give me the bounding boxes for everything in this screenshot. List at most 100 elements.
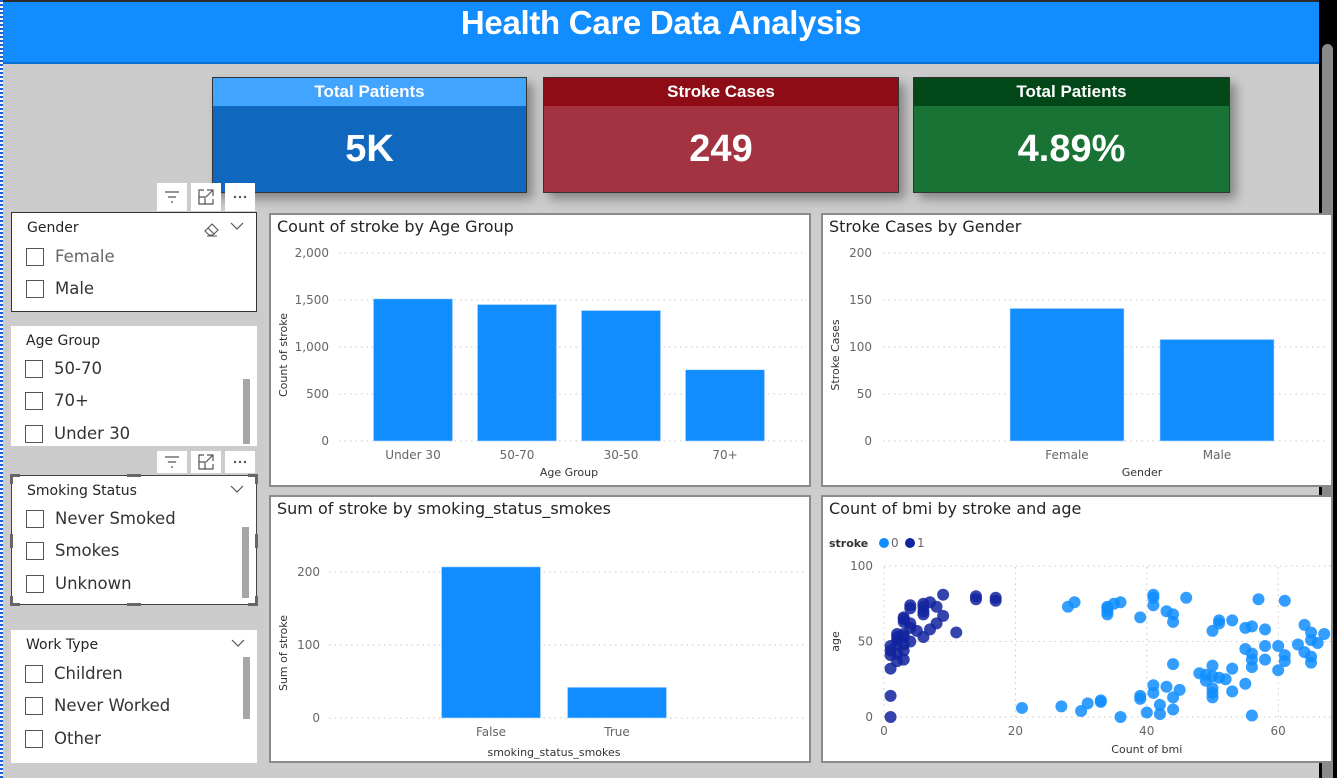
slicer-item[interactable]: 70+: [25, 391, 89, 410]
scatter-point[interactable]: [1167, 615, 1180, 628]
scatter-point[interactable]: [1140, 706, 1153, 719]
scatter-point[interactable]: [989, 591, 1002, 604]
resize-handle[interactable]: [255, 534, 258, 548]
kpi-card-stroke-rate[interactable]: Total Patients 4.89%: [913, 77, 1230, 193]
scatter-point[interactable]: [1252, 593, 1265, 606]
scatter-point[interactable]: [1318, 627, 1331, 640]
scatter-point[interactable]: [1134, 611, 1147, 624]
slicer-item[interactable]: Never Smoked: [26, 509, 176, 528]
focus-mode-button[interactable]: [191, 451, 221, 473]
chevron-down-icon[interactable]: [230, 484, 244, 494]
scatter-point[interactable]: [1226, 685, 1239, 698]
chart-stroke-by-smoking[interactable]: Sum of stroke by smoking_status_smokes 0…: [269, 495, 811, 763]
slicer-item[interactable]: Female: [26, 247, 115, 266]
bar[interactable]: [441, 566, 541, 719]
scatter-point[interactable]: [1114, 711, 1127, 723]
more-options-button[interactable]: [225, 451, 255, 473]
bar[interactable]: [477, 304, 557, 442]
bar[interactable]: [1159, 339, 1275, 442]
scatter-point[interactable]: [897, 653, 910, 666]
resize-handle[interactable]: [255, 596, 258, 606]
slicer-item[interactable]: Other: [25, 729, 101, 748]
resize-handle[interactable]: [10, 534, 13, 548]
filter-button[interactable]: [157, 451, 187, 473]
slicer-scrollbar[interactable]: [243, 657, 250, 719]
scatter-point[interactable]: [904, 599, 917, 612]
checkbox[interactable]: [25, 729, 43, 748]
bar[interactable]: [581, 310, 661, 442]
checkbox[interactable]: [26, 509, 44, 528]
chart-stroke-by-age-group[interactable]: Count of stroke by Age Group 0 500 1,000 1,…: [269, 213, 811, 487]
scatter-point[interactable]: [1311, 637, 1324, 650]
checkbox[interactable]: [25, 696, 43, 715]
scatter-point[interactable]: [1272, 664, 1285, 677]
slicer-item[interactable]: Under 30: [25, 424, 130, 443]
bar[interactable]: [1009, 308, 1125, 442]
scatter-point[interactable]: [937, 609, 950, 622]
checkbox[interactable]: [25, 359, 43, 378]
slicer-item[interactable]: Children: [25, 664, 123, 683]
scatter-point[interactable]: [1167, 658, 1180, 671]
resize-handle[interactable]: [10, 474, 20, 477]
checkbox[interactable]: [25, 664, 43, 683]
scatter-point[interactable]: [1259, 653, 1272, 666]
scatter-point[interactable]: [1114, 596, 1127, 609]
slicer-item[interactable]: Unknown: [26, 574, 132, 593]
scatter-point[interactable]: [1278, 655, 1291, 668]
resize-handle[interactable]: [127, 603, 141, 606]
kpi-card-total-patients[interactable]: Total Patients 5K: [212, 77, 527, 193]
resize-handle[interactable]: [10, 474, 13, 484]
scatter-point[interactable]: [937, 588, 950, 601]
scatter-point[interactable]: [1245, 620, 1258, 633]
scatter-point[interactable]: [1206, 659, 1219, 672]
resize-handle[interactable]: [10, 603, 20, 606]
scatter-point[interactable]: [1015, 701, 1028, 714]
scatter-point[interactable]: [1259, 640, 1272, 653]
scatter-point[interactable]: [884, 689, 897, 702]
filter-button[interactable]: [157, 183, 187, 211]
scatter-point[interactable]: [1245, 661, 1258, 674]
resize-handle[interactable]: [255, 474, 258, 484]
checkbox[interactable]: [26, 279, 44, 298]
scatter-point[interactable]: [1226, 662, 1239, 675]
chevron-down-icon[interactable]: [231, 638, 245, 648]
scatter-point[interactable]: [1134, 689, 1147, 702]
chart-bmi-by-stroke-and-age[interactable]: Count of bmi by stroke and age stroke 0 1 0…: [821, 495, 1331, 763]
resize-handle[interactable]: [10, 596, 13, 606]
scatter-point[interactable]: [1147, 599, 1160, 612]
bar[interactable]: [373, 298, 453, 442]
checkbox[interactable]: [26, 541, 44, 560]
focus-mode-button[interactable]: [191, 183, 221, 211]
scatter-point[interactable]: [1245, 709, 1258, 722]
checkbox[interactable]: [26, 247, 44, 266]
scatter-point[interactable]: [1180, 591, 1193, 604]
scatter-point[interactable]: [1160, 680, 1173, 693]
scatter-point[interactable]: [1213, 617, 1226, 630]
scatter-point[interactable]: [1272, 640, 1285, 653]
checkbox[interactable]: [25, 391, 43, 410]
scatter-point[interactable]: [930, 600, 943, 613]
scatter-point[interactable]: [1153, 698, 1166, 711]
clear-selections-icon[interactable]: [202, 221, 220, 237]
resize-handle[interactable]: [127, 474, 141, 477]
scatter-point[interactable]: [1153, 707, 1166, 720]
slicer-item[interactable]: 50-70: [25, 359, 102, 378]
checkbox[interactable]: [25, 424, 43, 443]
chevron-down-icon[interactable]: [230, 221, 244, 231]
resize-handle[interactable]: [248, 474, 258, 477]
bar[interactable]: [567, 687, 667, 719]
resize-handle[interactable]: [248, 603, 258, 606]
scatter-point[interactable]: [1167, 703, 1180, 716]
scatter-point[interactable]: [1219, 673, 1232, 686]
slicer-scrollbar[interactable]: [242, 527, 249, 598]
slicer-item[interactable]: Male: [26, 279, 94, 298]
scatter-point[interactable]: [1206, 691, 1219, 704]
more-options-button[interactable]: [225, 183, 255, 211]
scatter-point[interactable]: [950, 626, 963, 639]
scatter-point[interactable]: [1055, 700, 1068, 713]
scatter-point[interactable]: [1259, 623, 1272, 636]
kpi-card-stroke-cases[interactable]: Stroke Cases 249: [543, 77, 899, 193]
slicer-item[interactable]: Smokes: [26, 541, 119, 560]
scatter-point[interactable]: [1081, 697, 1094, 710]
scatter-point[interactable]: [1147, 679, 1160, 692]
